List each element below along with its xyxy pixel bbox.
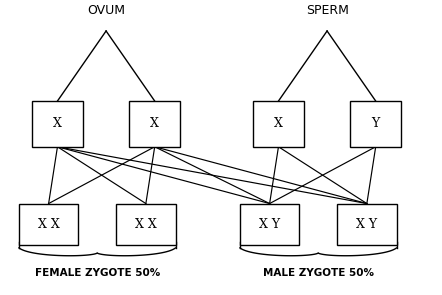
- Bar: [337, 204, 397, 245]
- Bar: [19, 204, 79, 245]
- Text: X: X: [53, 117, 62, 130]
- Bar: [350, 101, 401, 147]
- Bar: [32, 101, 83, 147]
- Text: X: X: [274, 117, 283, 130]
- Text: Y: Y: [372, 117, 380, 130]
- Text: OVUM: OVUM: [87, 4, 125, 17]
- Bar: [116, 204, 176, 245]
- Text: FEMALE ZYGOTE 50%: FEMALE ZYGOTE 50%: [34, 268, 160, 278]
- Text: X Y: X Y: [356, 218, 377, 231]
- Text: X X: X X: [135, 218, 157, 231]
- Text: X X: X X: [38, 218, 60, 231]
- Bar: [253, 101, 304, 147]
- Text: X: X: [150, 117, 159, 130]
- Bar: [130, 101, 180, 147]
- Text: X Y: X Y: [259, 218, 280, 231]
- Text: MALE ZYGOTE 50%: MALE ZYGOTE 50%: [263, 268, 374, 278]
- Text: SPERM: SPERM: [305, 4, 349, 17]
- Bar: [240, 204, 300, 245]
